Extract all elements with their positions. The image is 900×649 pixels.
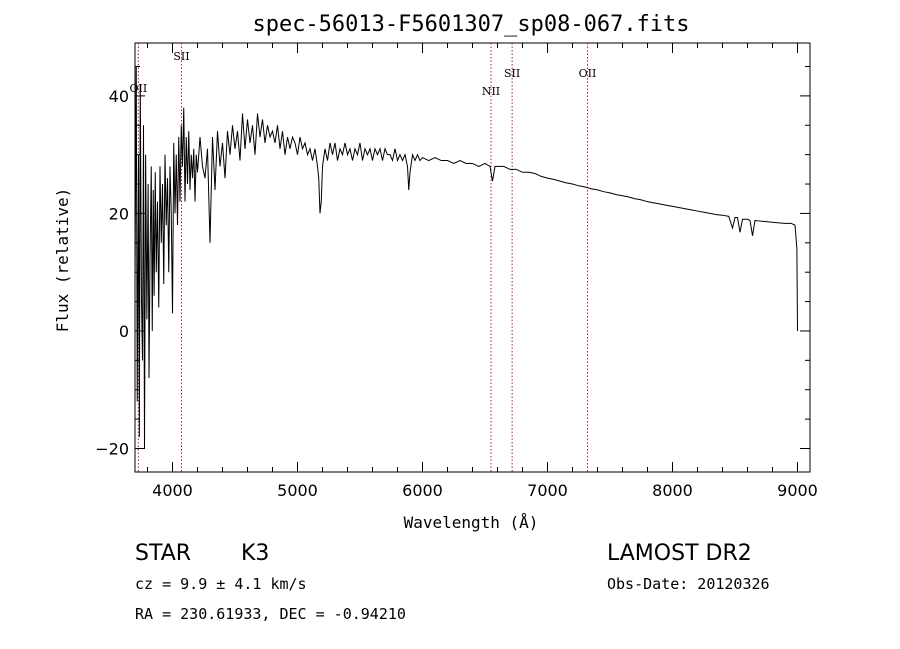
emission-line-label: SII: [504, 67, 520, 80]
x-tick-label: 6000: [402, 481, 443, 500]
emission-line-label: SII: [173, 50, 189, 63]
observation-date: Obs-Date: 20120326: [607, 575, 770, 593]
chart-title: spec-56013-F5601307_sp08-067.fits: [252, 12, 689, 37]
emission-line-label: NII: [482, 85, 500, 98]
x-tick-label: 5000: [277, 481, 318, 500]
survey-name: LAMOST DR2: [607, 541, 752, 566]
y-tick-label: 0: [119, 322, 129, 341]
emission-line-label: OII: [130, 82, 148, 95]
coordinates: RA = 230.61933, DEC = -0.94210: [135, 605, 406, 623]
y-axis-ticks: −20 0 20 40: [95, 66, 810, 458]
redshift-cz: cz = 9.9 ± 4.1 km/s: [135, 575, 307, 593]
x-tick-label: 7000: [527, 481, 568, 500]
y-tick-label: 40: [109, 87, 129, 106]
y-axis-label: Flux (relative): [53, 188, 72, 333]
x-tick-label: 8000: [652, 481, 693, 500]
object-class: STAR: [135, 541, 191, 566]
plot-frame: [134, 42, 811, 473]
y-tick-label: −20: [95, 439, 129, 458]
x-tick-label: 4000: [152, 481, 193, 500]
x-axis-label: Wavelength (Å): [404, 513, 539, 532]
y-tick-label: 20: [109, 204, 129, 223]
x-axis-ticks: 4000 5000 6000 7000 8000 9000: [147, 43, 818, 500]
emission-line-label: OII: [579, 67, 597, 80]
series-group: [134, 66, 798, 449]
x-tick-label: 9000: [777, 481, 818, 500]
emission-line-markers: OII SII NII SII OII: [130, 43, 597, 472]
spectrum-line: [134, 66, 798, 449]
object-subclass: K3: [241, 541, 269, 566]
